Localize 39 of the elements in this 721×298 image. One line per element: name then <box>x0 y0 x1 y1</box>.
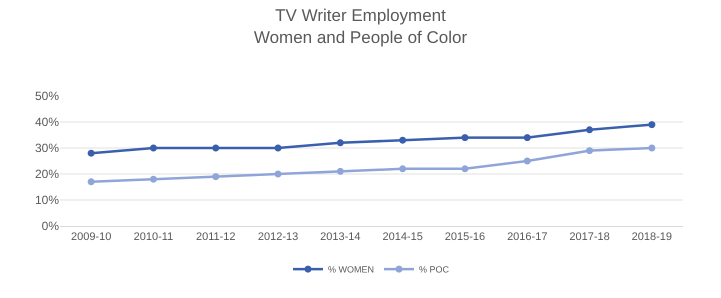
point <box>150 176 157 183</box>
x-tick-label: 2012-13 <box>258 231 298 244</box>
point <box>524 134 531 142</box>
point <box>88 150 95 157</box>
x-tick-label: 2010-11 <box>134 231 174 244</box>
chart-title: TV Writer Employment Women and People of Color <box>254 6 468 47</box>
y-tick-label: 40% <box>34 115 60 130</box>
point <box>648 144 656 152</box>
point <box>212 144 220 152</box>
x-tick-label: 2018-19 <box>632 231 672 244</box>
x-tick-label: 2015-16 <box>444 231 486 244</box>
point <box>150 144 157 152</box>
point <box>399 136 406 144</box>
point <box>461 165 468 172</box>
x-tick-label: 2014-15 <box>382 231 423 244</box>
y-tick-label: 30% <box>34 141 60 156</box>
x-tick-label: 2017-18 <box>569 231 610 244</box>
legend-label: % WOMEN <box>328 264 374 275</box>
point <box>586 147 594 154</box>
point <box>336 168 344 175</box>
point <box>88 178 95 186</box>
x-tick-label: 2016-17 <box>507 231 548 244</box>
y-tick-label: 0% <box>42 219 60 234</box>
legend-label: % POC <box>419 264 450 275</box>
x-tick-label: 2009-10 <box>70 231 112 244</box>
point <box>648 121 656 128</box>
point <box>212 173 220 180</box>
y-tick-label: 10% <box>34 193 60 208</box>
point <box>336 139 344 146</box>
point <box>274 170 282 178</box>
y-tick-label: 20% <box>34 167 60 182</box>
point <box>274 144 282 152</box>
point <box>461 134 468 142</box>
point <box>399 165 406 172</box>
point <box>524 158 531 164</box>
x-tick-label: 2011-12 <box>196 231 236 244</box>
x-tick-label: 2013-14 <box>320 231 361 244</box>
y-tick-label: 50% <box>34 89 60 104</box>
point <box>586 126 594 134</box>
